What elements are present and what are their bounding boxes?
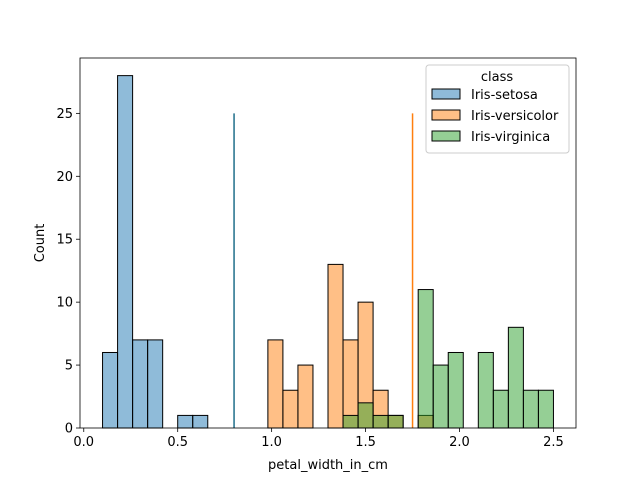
legend-title: class [481,70,513,85]
legend-label-iris-versicolor: Iris-versicolor [471,109,559,124]
x-axis-label: petal_width_in_cm [268,458,388,473]
reference-lines-layer [233,113,414,428]
bar-iris-virginica-0 [342,414,359,429]
bar-iris-virginica-9 [507,326,524,429]
bar-iris-setosa-0 [102,351,119,429]
legend-swatch-iris-virginica [431,130,461,142]
bar-iris-versicolor-4 [342,339,359,429]
y-tick-label: 5 [65,359,73,374]
y-tick-label: 15 [56,233,73,248]
x-tick-label: 2.5 [543,435,564,450]
bar-iris-virginica-8 [492,389,509,429]
plot-frame [79,57,577,429]
legend: class Iris-setosa Iris-versicolor Iris-vir… [425,64,570,154]
x-tick-label: 2.0 [449,435,470,450]
bar-iris-setosa-1 [117,75,134,429]
x-tick-label: 1.0 [261,435,282,450]
x-tick-label: 1.5 [355,435,376,450]
x-tick-label: 0.0 [73,435,94,450]
bar-iris-virginica-7 [477,351,494,429]
x-axis: 0.0 0.5 1.0 1.5 2.0 2.5 [73,428,564,450]
y-tick-label: 25 [56,107,73,122]
legend-label-iris-setosa: Iris-setosa [471,88,538,103]
bar-iris-virginica-4 [417,289,434,429]
bar-iris-virginica-1 [357,402,374,429]
legend-swatch-iris-versicolor [431,109,461,121]
y-tick-label: 0 [65,422,73,437]
bar-iris-virginica-3 [387,414,404,429]
bar-iris-versicolor-0 [267,339,284,429]
bars-layer [102,75,554,429]
bar-iris-versicolor-3 [327,263,344,429]
bar-iris-setosa-4 [177,414,194,429]
x-tick-label: 0.5 [167,435,188,450]
bar-iris-setosa-3 [147,339,164,429]
legend-frame [425,64,570,154]
bar-iris-virginica-2 [372,414,389,429]
bar-iris-setosa-5 [192,414,209,429]
bar-iris-virginica-6 [447,351,464,429]
bar-iris-virginica-5 [432,364,449,429]
y-tick-label: 20 [56,170,73,185]
y-axis-label: Count [33,224,48,263]
legend-label-iris-virginica: Iris-virginica [471,130,550,145]
y-tick-label: 10 [56,296,73,311]
bar-iris-versicolor-1 [282,389,299,429]
legend-swatch-iris-setosa [431,88,461,100]
bar-iris-setosa-2 [132,339,149,429]
bar-iris-versicolor-2 [297,364,314,429]
bar-iris-virginica-10 [522,389,539,429]
y-axis: 0 5 10 15 20 25 [56,107,80,437]
bar-iris-virginica-11 [537,389,554,429]
